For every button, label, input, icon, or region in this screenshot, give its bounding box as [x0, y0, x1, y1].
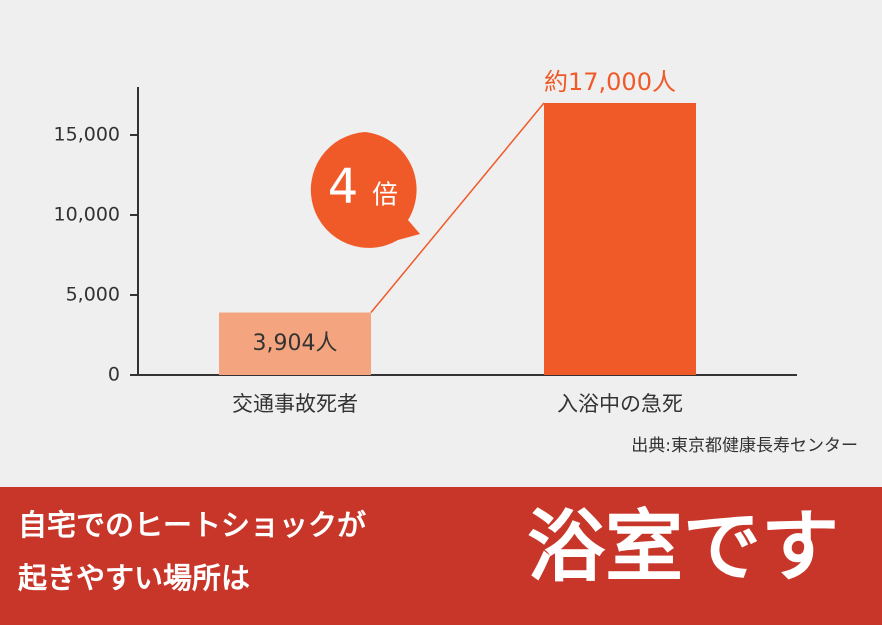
banner-line: 起きやすい場所は	[18, 561, 250, 595]
x-tick-label: 入浴中の急死	[557, 392, 683, 416]
banner-headline: 浴室です	[527, 502, 839, 592]
bubble	[310, 132, 420, 248]
value-label: 約17,000人	[544, 68, 676, 96]
source: 出典:東京都健康長寿センター	[631, 436, 858, 456]
x-tick-label: 交通事故死者	[232, 392, 358, 416]
y-tick-label: 5,000	[66, 284, 120, 306]
bar	[544, 103, 696, 375]
banner	[0, 487, 882, 625]
value-label: 3,904人	[253, 331, 338, 356]
banner-line: 自宅でのヒートショックが	[18, 508, 366, 542]
connector	[370, 102, 545, 314]
y-tick-label: 10,000	[54, 204, 120, 226]
annotation-number: 4	[328, 159, 359, 215]
annotation-unit: 倍	[372, 181, 398, 211]
bar	[219, 312, 371, 375]
y-tick-label: 0	[108, 364, 120, 386]
y-tick-label: 15,000	[54, 124, 120, 146]
